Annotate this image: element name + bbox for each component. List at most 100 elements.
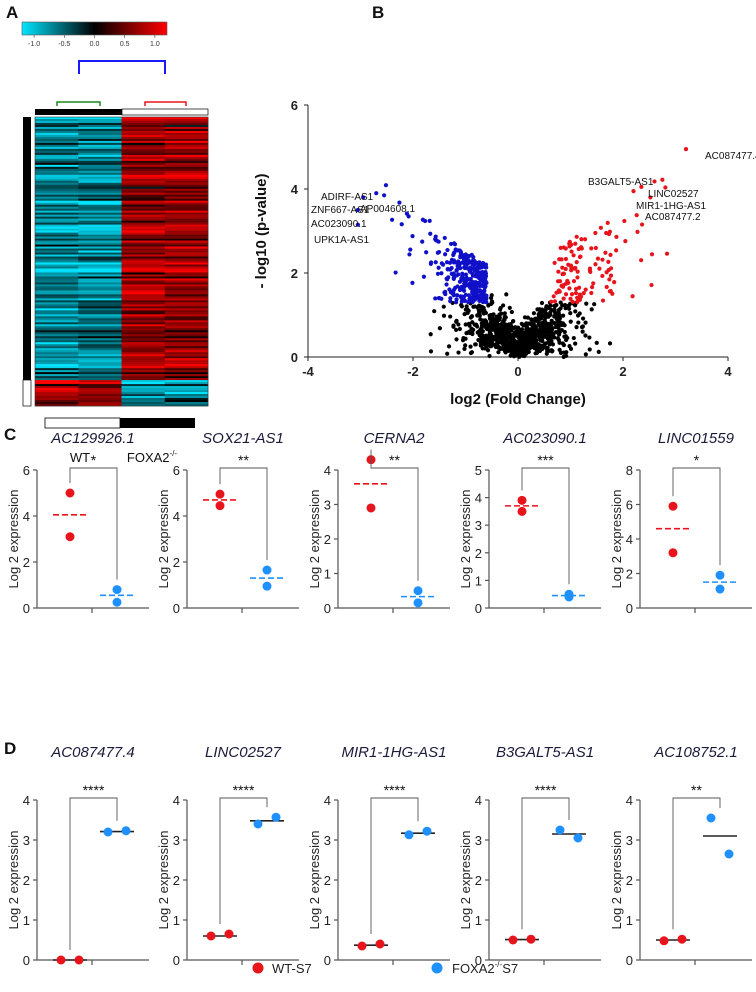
significance-bracket [672,467,721,566]
dot-plot-D1: AC087477.4 0 1 2 3 4 Log 2 expression **** [6,744,149,968]
volcano-point-ns [573,309,578,314]
volcano-point-up [591,281,596,286]
wt-point [375,939,385,949]
volcano-x-tick-label: 2 [619,364,626,379]
heatmap-cell [121,156,166,160]
heatmap-cell [78,350,122,353]
heatmap-cell [164,196,209,200]
heatmap-cell [78,318,122,321]
heatmap-cell [121,168,166,172]
heatmap-cell [164,214,209,217]
heatmap-cell [78,248,122,251]
volcano-point-ns [512,340,518,345]
heatmap-cell [35,280,79,283]
heatmap-cell [164,394,209,397]
volcano-point-up [604,284,609,290]
volcano-y-tick-label: 2 [291,266,298,281]
volcano-point-ns [552,303,557,308]
volcano-point-down [459,284,464,289]
volcano-point-ns [456,350,461,355]
foxa2-point [271,812,281,822]
volcano-x-tick-label: -2 [407,364,419,379]
heatmap-cell [35,130,79,134]
heatmap-cell [78,140,122,144]
heatmap-cell [121,224,166,227]
heatmap-cell [164,274,209,277]
volcano-point-ns [496,332,501,338]
heatmap-cell [121,246,166,249]
volcano-point-ns [504,341,509,346]
heatmap-cell [164,210,209,213]
heatmap-cell [164,144,209,148]
heatmap-cell [121,328,166,331]
volcano-point-up [608,273,614,278]
heatmap-cell [78,254,122,257]
dot-plot-y-tick-label: 0 [23,953,30,968]
heatmap-cell [164,208,209,211]
volcano-point-down [451,251,456,256]
heatmap-cell [35,140,79,144]
heatmap-cell [35,142,79,146]
heatmap-cell [164,152,209,156]
heatmap-cell [78,170,122,174]
volcano-x-tick-label: 0 [514,364,521,379]
heatmap-cell [78,262,122,265]
heatmap-cell [121,378,166,381]
heatmap-cell [121,130,166,134]
volcano-point-up [583,287,588,292]
dot-plot-title: MIR1-1HG-AS1 [341,744,446,761]
volcano-point-ns [545,345,550,350]
heatmap-cell [121,166,166,170]
volcano-point-ns [543,307,548,313]
heatmap-cell [78,348,122,351]
heatmap-cell [164,382,209,385]
volcano-point-ns [531,328,536,334]
heatmap-cell [164,120,209,124]
dendrogram [56,60,187,106]
heatmap-cell [121,400,166,403]
heatmap-cell [78,176,122,180]
wt-point [74,955,84,965]
heatmap-cell [121,282,166,285]
volcano-point-ns [513,325,518,330]
heatmap-cell [121,198,166,202]
volcano-point-up [567,286,572,291]
heatmap-cell [35,388,79,391]
volcano-y-tick-label: 0 [291,350,298,365]
volcano-point-ns [526,349,531,355]
dot-plot-title: AC108752.1 [653,744,737,761]
volcano-point-ns [477,313,482,318]
heatmap-cell [78,394,122,397]
heatmap-cell [164,322,209,325]
heatmap-cell [164,184,209,188]
heatmap-cell [164,248,209,251]
foxa2-point [573,833,583,843]
dot-plot-y-tick-label: 4 [173,793,180,808]
volcano-point-ns [485,325,491,330]
heatmap-cell [78,146,122,150]
heatmap-cell [35,232,79,235]
volcano-gene-label: MIR1-1HG-AS1 [636,201,706,212]
heatmap-cell [164,222,209,225]
volcano-point-down [460,271,465,276]
volcano-point-down [460,296,465,301]
volcano-point-down [466,254,471,259]
volcano-point-up [605,220,610,225]
heatmap-cell [164,350,209,353]
volcano-point-down [457,261,462,266]
volcano-point-ns [524,345,529,350]
heatmap-cell [164,118,209,122]
volcano-point-ns [576,320,581,325]
foxa2-point [112,597,122,607]
volcano-point-ns [481,339,486,344]
heatmap-cell [78,224,122,227]
volcano-point-down [457,287,463,293]
volcano-point-ns [558,306,563,311]
volcano-point-ns [510,319,516,324]
heatmap-cell [121,362,166,365]
heatmap-cell [164,194,209,198]
heatmap-cell [121,278,166,281]
dot-plot-y-tick-label: 2 [23,555,30,570]
heatmap-cell [78,386,122,389]
heatmap-cell [35,288,79,291]
